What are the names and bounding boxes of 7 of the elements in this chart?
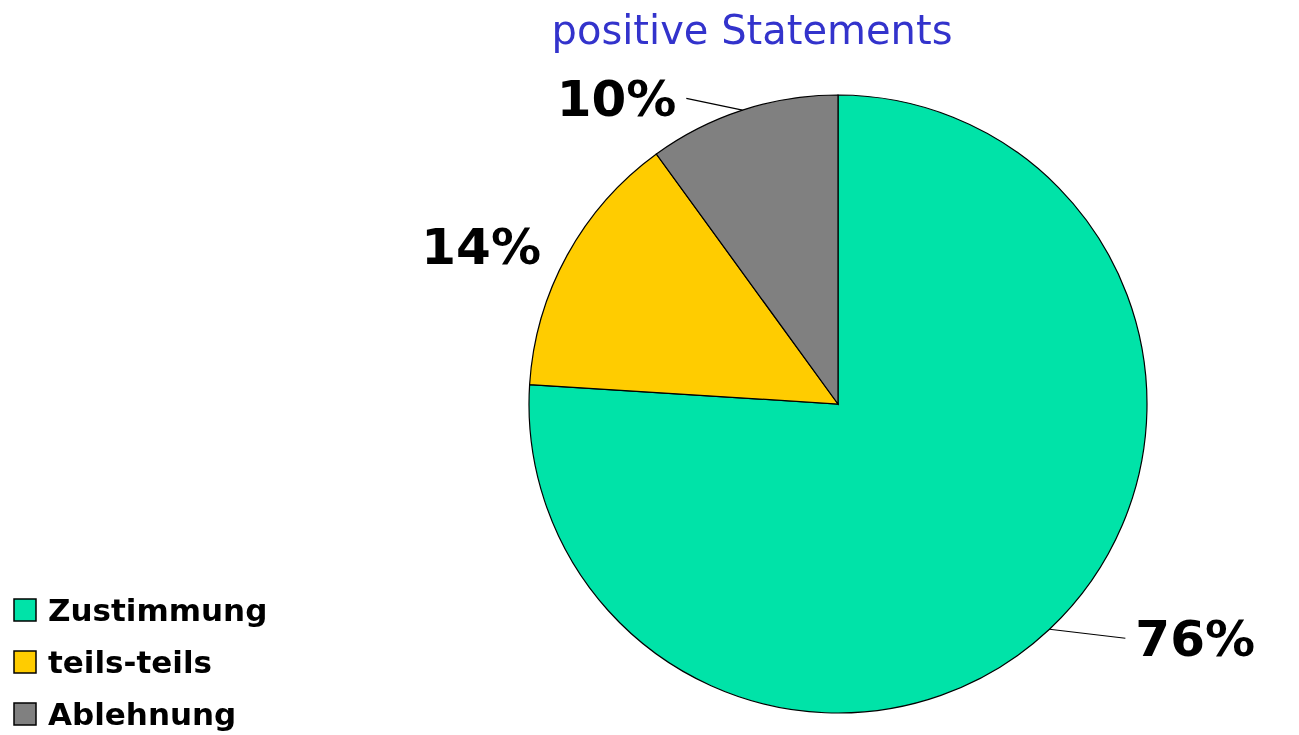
data-label: 10% <box>556 69 677 128</box>
chart-title: positive Statements <box>551 7 953 53</box>
legend-label: Zustimmung <box>48 591 268 628</box>
legend-label: Ablehnung <box>48 695 237 732</box>
legend-label: teils-teils <box>48 643 212 680</box>
data-label: 14% <box>421 217 541 276</box>
data-label: 76% <box>1135 609 1256 668</box>
